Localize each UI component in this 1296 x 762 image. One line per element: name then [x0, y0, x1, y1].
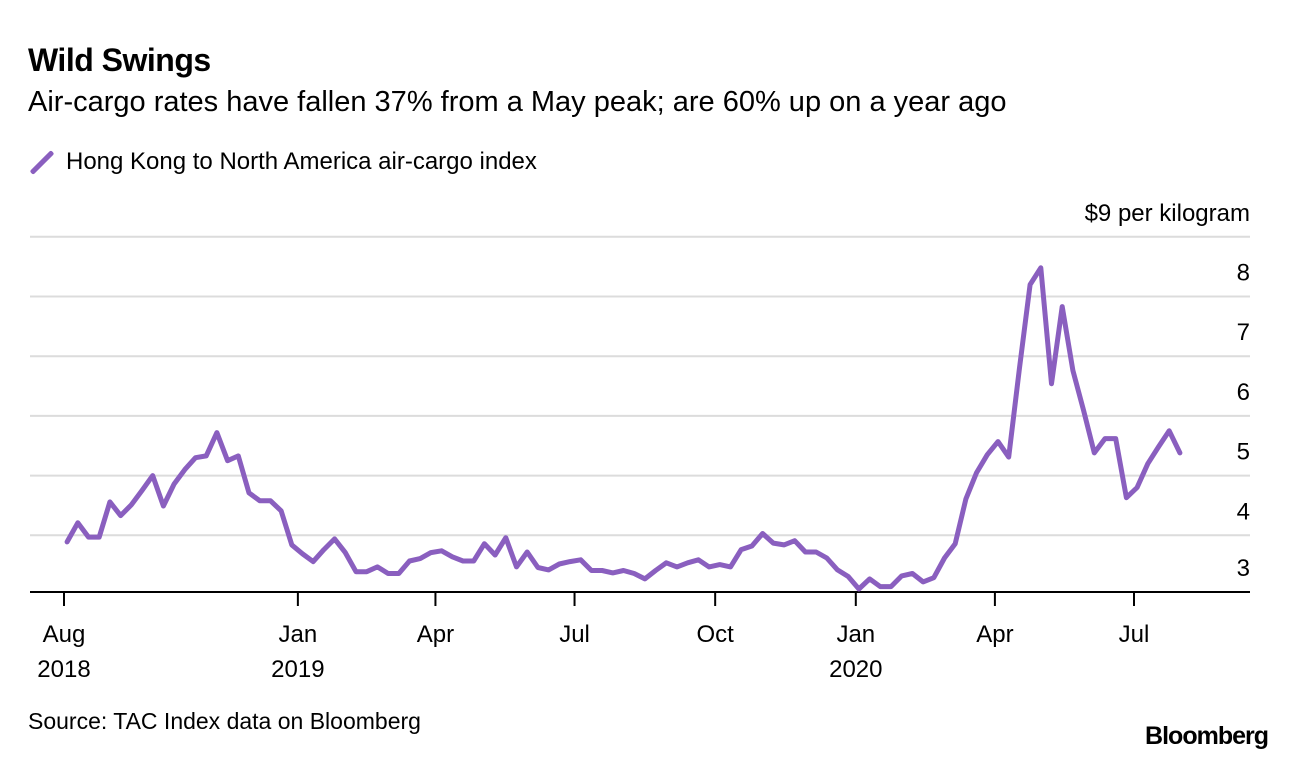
y-tick-label: 4 — [1237, 498, 1250, 525]
y-tick-label: 7 — [1237, 319, 1250, 346]
y-tick-label: $9 per kilogram — [1085, 200, 1250, 227]
y-tick-label: 3 — [1237, 555, 1250, 582]
source-note: Source: TAC Index data on Bloomberg — [28, 708, 421, 734]
x-tick-label: Apr — [976, 621, 1013, 648]
chart-subtitle: Air-cargo rates have fallen 37% from a M… — [28, 86, 1007, 118]
x-tick-year: 2020 — [829, 656, 882, 683]
legend: Hong Kong to North America air-cargo ind… — [28, 148, 537, 176]
chart-title: Wild Swings — [28, 42, 211, 78]
x-tick-label: Oct — [696, 621, 734, 648]
series-line — [64, 265, 1183, 592]
x-tick-label: Jan — [836, 621, 875, 648]
x-tick-label: Jul — [1119, 621, 1150, 648]
x-tick-year: 2019 — [271, 656, 324, 683]
x-tick-label: Apr — [417, 621, 454, 648]
y-tick-label: 6 — [1237, 379, 1250, 406]
x-tick-label: Aug — [43, 621, 86, 648]
bloomberg-logo: Bloomberg — [1145, 722, 1269, 750]
y-tick-label: 5 — [1237, 439, 1250, 466]
x-tick-year: 2018 — [37, 656, 90, 683]
legend-label: Hong Kong to North America air-cargo ind… — [66, 148, 537, 175]
x-tick-label: Jan — [279, 621, 318, 648]
x-tick-label: Jul — [559, 621, 590, 648]
y-tick-label: 8 — [1237, 260, 1250, 287]
